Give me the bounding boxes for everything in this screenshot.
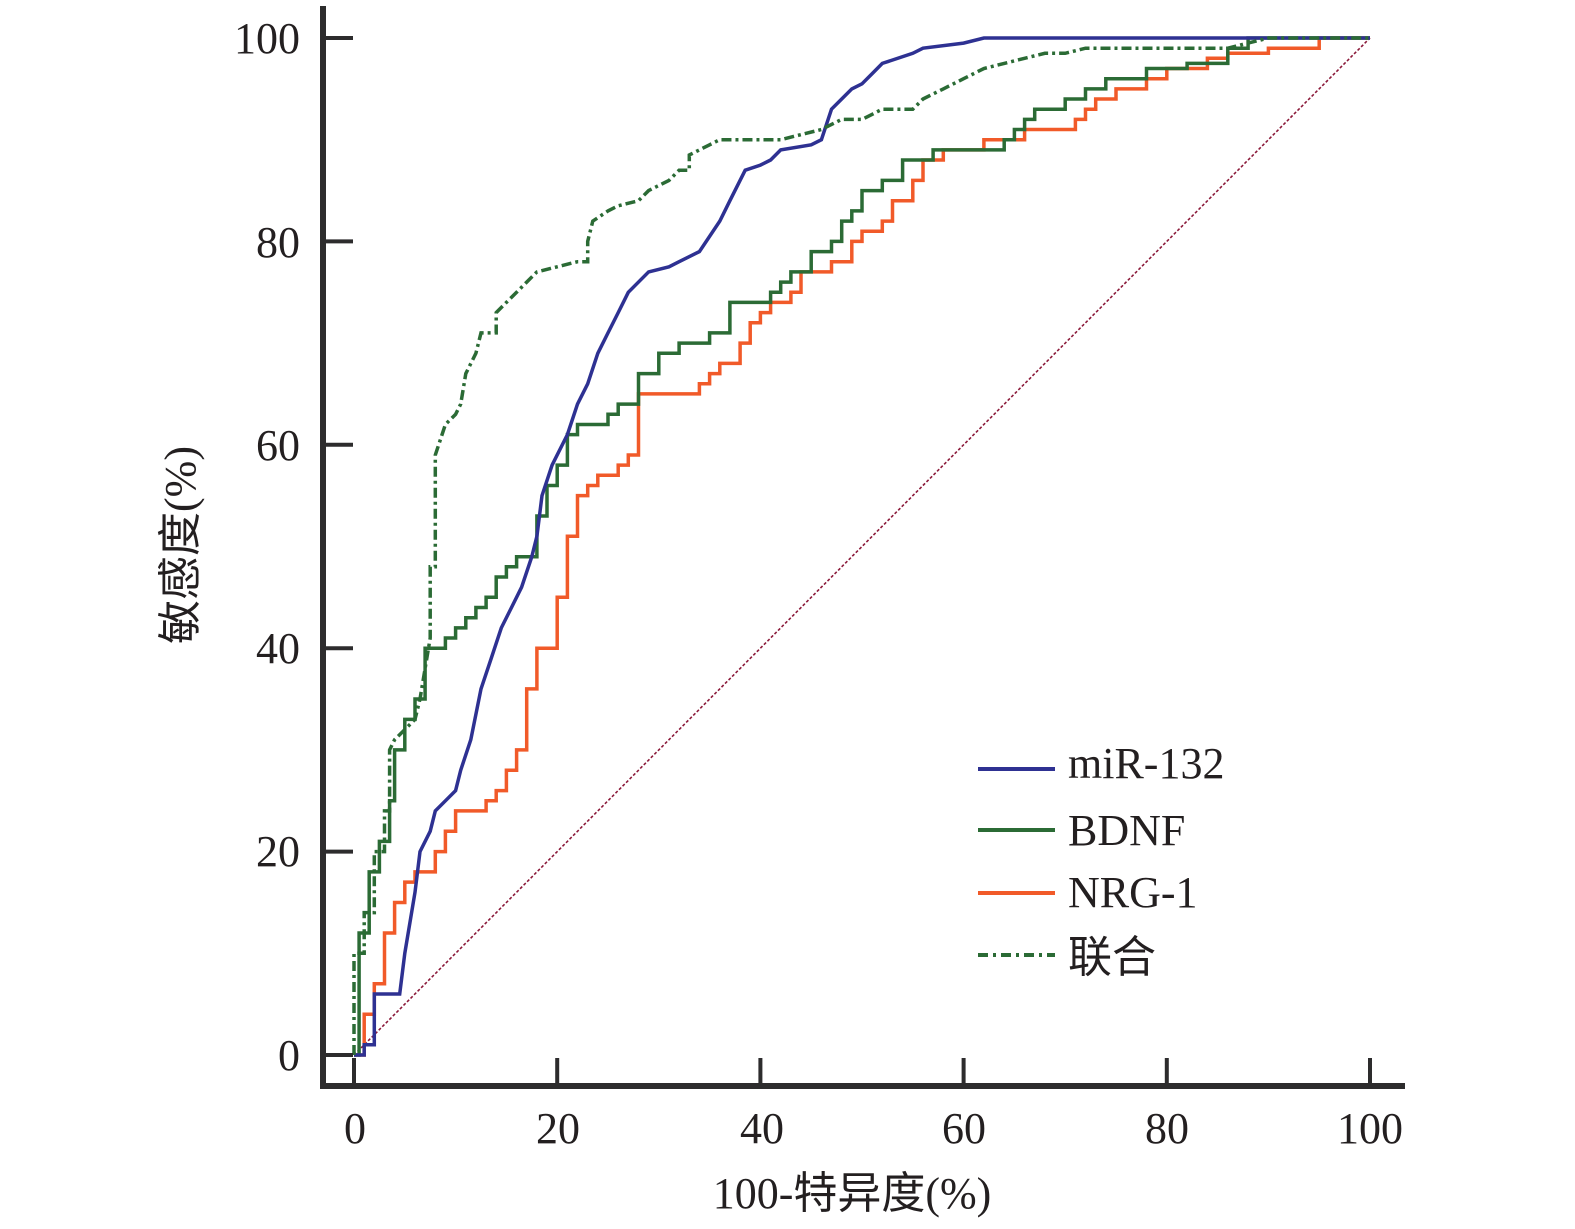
x-tick-label: 0 <box>344 1104 366 1153</box>
series-line-- <box>352 36 1370 1055</box>
y-axis-title: 敏感度(%) <box>156 446 205 644</box>
x-tick-label: 20 <box>536 1104 580 1153</box>
y-tick-label: 40 <box>256 624 300 673</box>
y-tick-label: 100 <box>234 14 300 63</box>
x-tick-label: 100 <box>1337 1104 1403 1153</box>
x-axis-title: 100-特异度(%) <box>713 1169 992 1218</box>
plot-lines <box>352 36 1371 1057</box>
x-tick-label: 80 <box>1145 1104 1189 1153</box>
legend: miR-132 BDNF NRG-1 联合 <box>978 739 1224 982</box>
legend-label: miR-132 <box>1068 739 1224 788</box>
x-tick-label: 60 <box>942 1104 986 1153</box>
y-tick-label: 80 <box>256 218 300 267</box>
series-line-nrg-1 <box>354 36 1370 1057</box>
series-line-bdnf <box>354 36 1370 1057</box>
legend-label: NRG-1 <box>1068 868 1198 917</box>
legend-label: 联合 <box>1068 933 1156 982</box>
y-tick-label: 20 <box>256 827 300 876</box>
y-tick-label: 60 <box>256 421 300 470</box>
legend-label: BDNF <box>1068 806 1185 855</box>
x-tick-label: 40 <box>740 1104 784 1153</box>
series-line-reference <box>353 37 1371 1056</box>
series-line-mir-132 <box>354 36 1370 1057</box>
y-tick-label: 0 <box>278 1031 300 1080</box>
